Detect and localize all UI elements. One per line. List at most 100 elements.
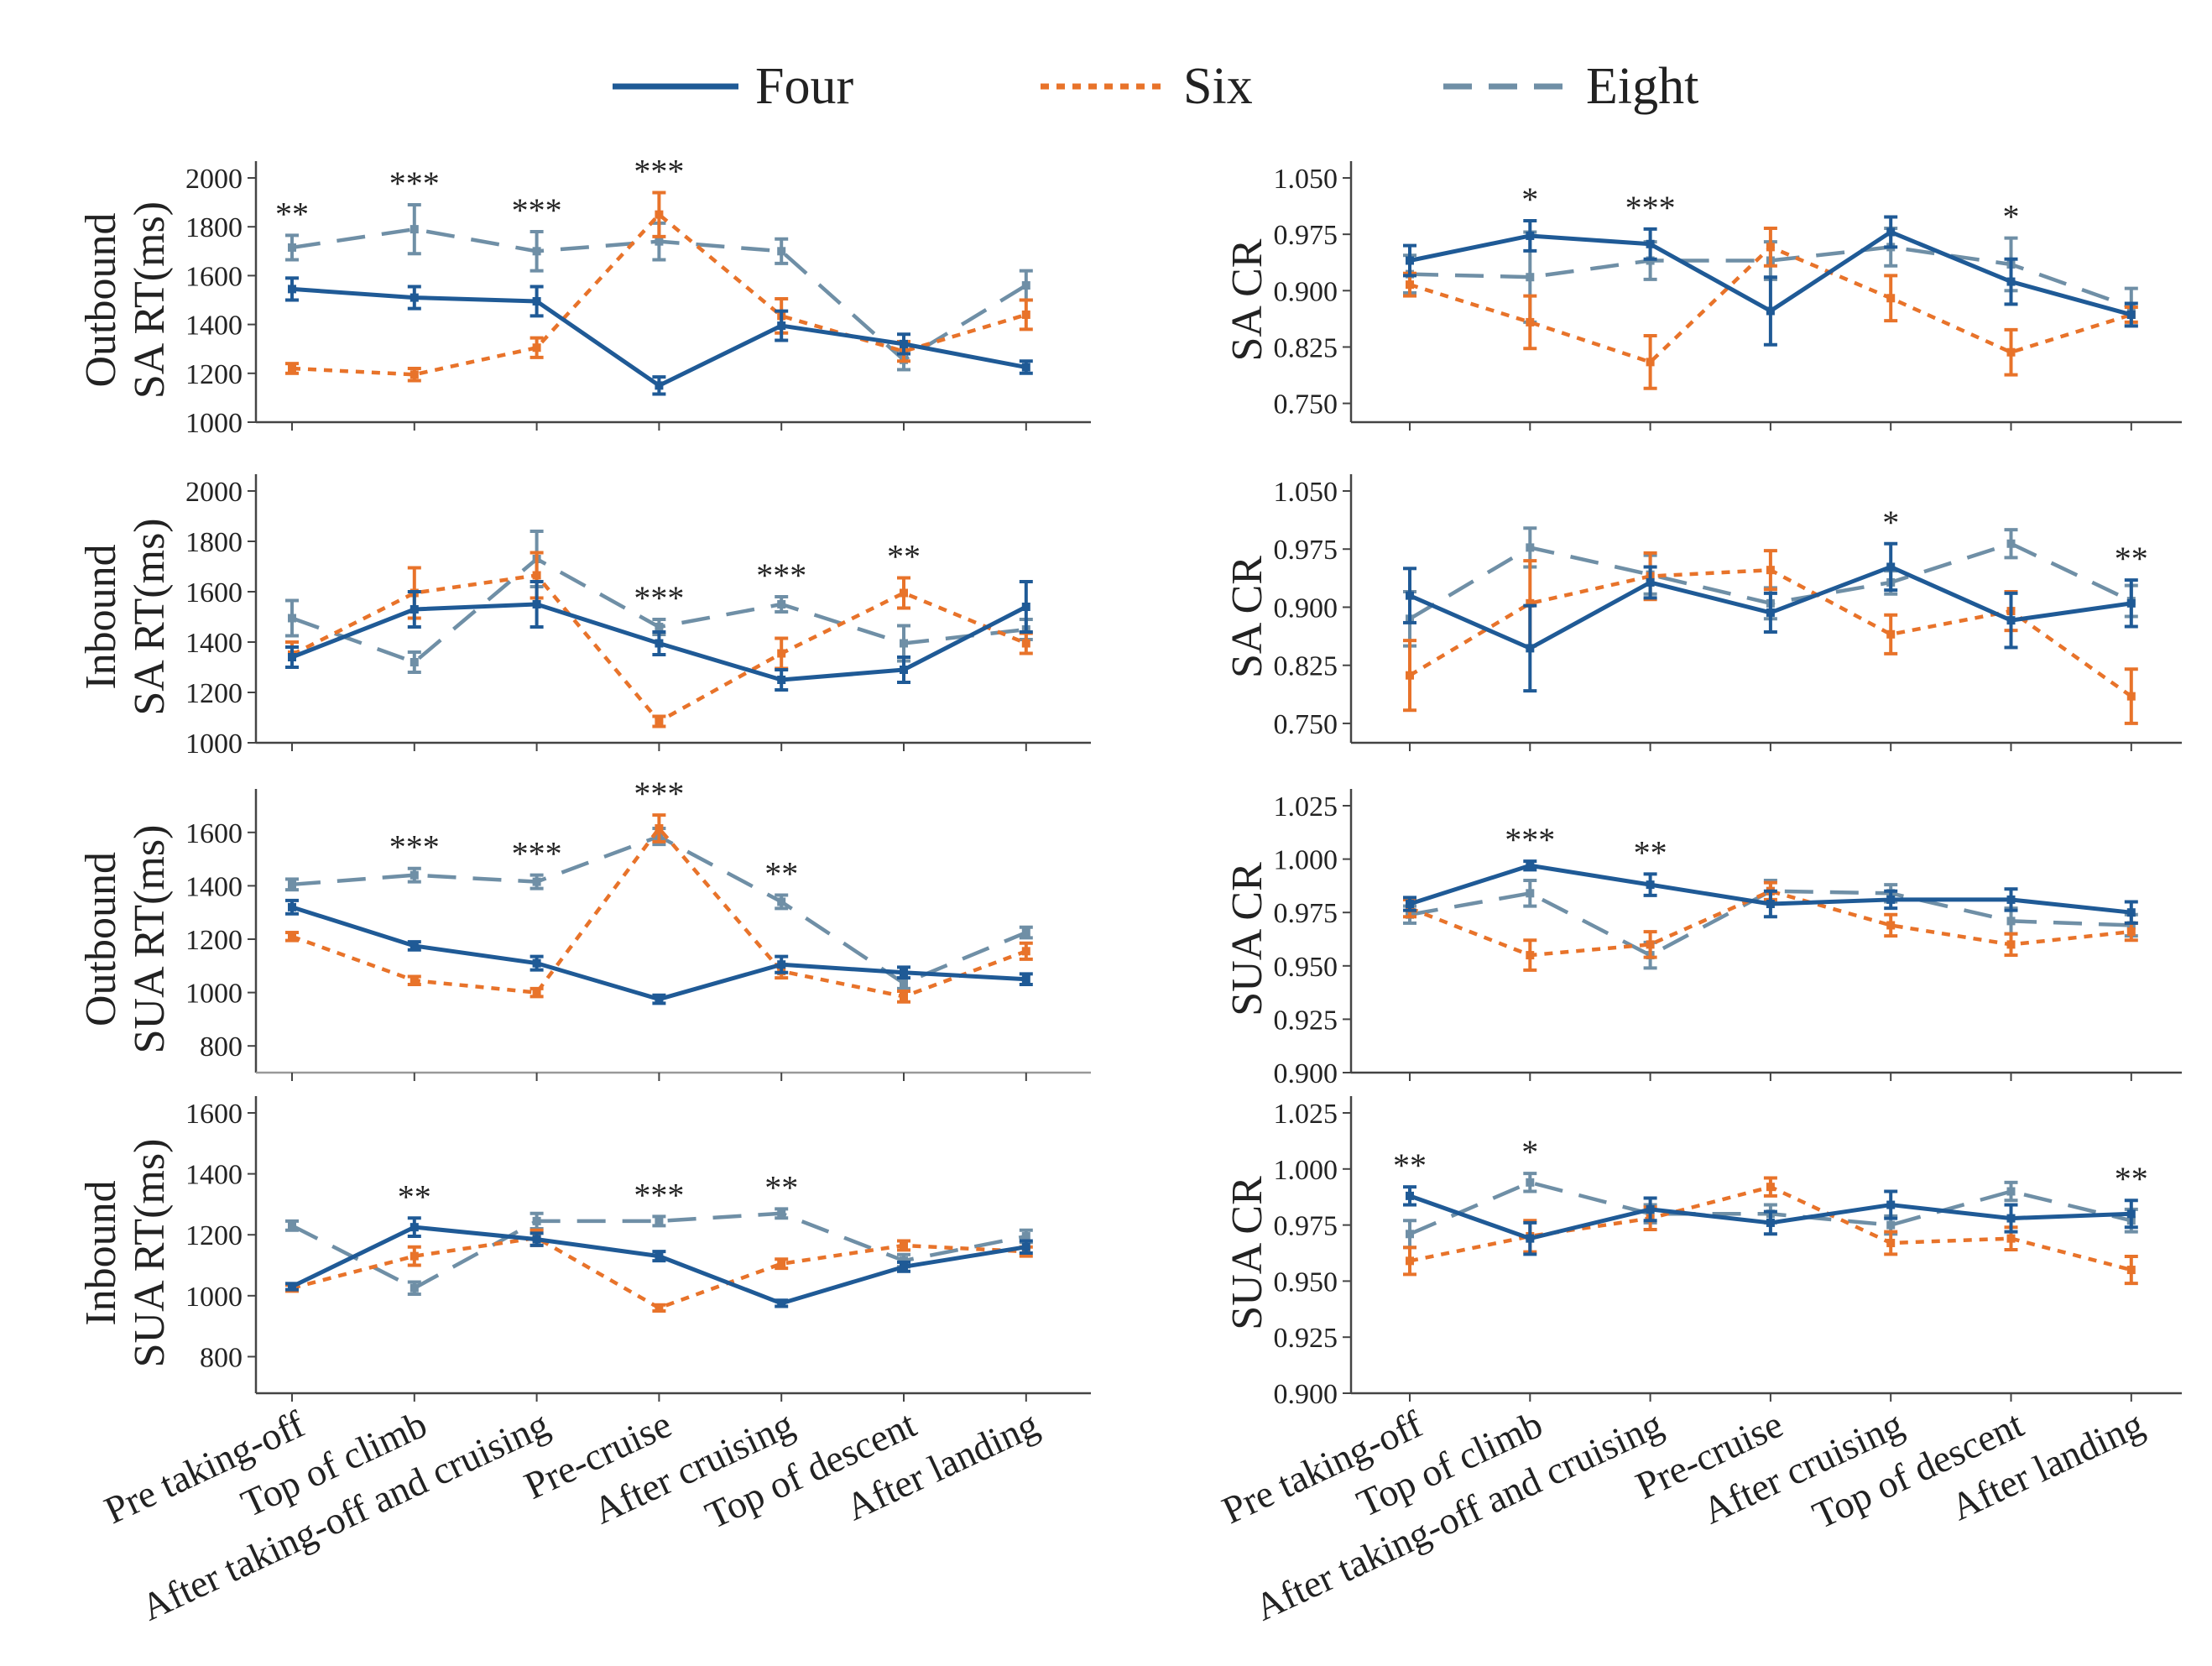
data-point-six — [655, 1303, 664, 1313]
data-point-four — [900, 666, 908, 674]
series-six — [1403, 549, 2138, 725]
data-point-four — [410, 293, 419, 302]
error-bar-four — [897, 655, 910, 684]
error-bar-four — [1403, 1185, 1416, 1207]
data-point-four — [900, 1262, 908, 1272]
data-point-four — [2126, 908, 2136, 917]
error-bar-four — [897, 965, 910, 980]
data-point-six — [532, 988, 541, 997]
error-bar-four — [1763, 275, 1777, 347]
data-point-six — [1526, 598, 1535, 608]
error-bar-eight — [407, 866, 421, 884]
data-point-six — [1646, 940, 1655, 949]
y-tick-label: 1200 — [185, 1220, 243, 1251]
significance-stars: *** — [512, 191, 562, 229]
series-six — [1403, 226, 2138, 390]
error-bar-eight — [407, 650, 421, 674]
y-axis-label-line: SA CR — [1223, 238, 1271, 361]
error-bar-four — [775, 954, 789, 974]
data-point-six — [777, 1259, 786, 1268]
data-point-eight — [777, 247, 786, 256]
error-bar-six — [1884, 912, 1898, 938]
error-bar-eight — [285, 233, 299, 262]
y-tick-label: 1000 — [185, 408, 243, 439]
error-bar-six — [530, 336, 544, 359]
error-bar-four — [2004, 1203, 2018, 1234]
data-point-eight — [2006, 1187, 2016, 1196]
error-bar-six — [407, 1245, 421, 1267]
error-bar-eight — [775, 237, 789, 265]
legend-label-eight: Eight — [1586, 58, 1698, 115]
data-point-four — [1526, 1234, 1535, 1243]
error-bar-six — [775, 636, 789, 671]
error-bar-four — [1884, 1189, 1898, 1220]
series-four — [285, 1216, 1033, 1308]
error-bar-eight — [285, 598, 299, 638]
data-point-four — [288, 285, 296, 294]
y-tick-label: 0.900 — [1274, 276, 1338, 307]
data-point-six — [1766, 243, 1775, 252]
data-point-six — [1886, 629, 1896, 639]
data-point-six — [1886, 294, 1896, 303]
y-tick-label: 1.050 — [1274, 477, 1338, 508]
error-bar-four — [285, 1282, 299, 1292]
error-bar-six — [285, 362, 299, 375]
legend-label-six: Six — [1183, 58, 1253, 115]
error-bar-four — [652, 630, 666, 656]
y-tick-label: 1.025 — [1274, 1099, 1338, 1130]
series-four — [285, 580, 1033, 692]
y-tick-label: 0.975 — [1274, 220, 1338, 251]
y-tick-label: 1400 — [185, 871, 243, 902]
data-point-four — [1886, 1200, 1896, 1209]
error-bar-four — [1643, 1196, 1657, 1223]
y-axis-label-line: SUA CR — [1223, 1176, 1271, 1330]
series-four — [1403, 859, 2138, 925]
y-tick-label: 0.925 — [1274, 1005, 1338, 1036]
error-bar-six — [407, 974, 421, 987]
error-bar-six — [2004, 327, 2018, 377]
y-tick-label: 0.750 — [1274, 709, 1338, 740]
error-bar-four — [1523, 859, 1537, 872]
data-point-four — [655, 639, 664, 648]
error-bar-four — [1403, 243, 1416, 278]
data-point-eight — [532, 877, 541, 886]
error-bar-six — [652, 714, 666, 729]
y-axis-label: InboundSUA RT(ms) — [77, 1139, 174, 1368]
data-point-eight — [777, 1209, 786, 1218]
error-bar-six — [530, 986, 544, 999]
data-point-eight — [410, 870, 419, 880]
y-tick-label: 2000 — [185, 164, 243, 195]
y-tick-label: 1400 — [185, 1160, 243, 1191]
error-bar-eight — [407, 203, 421, 256]
data-point-eight — [288, 880, 296, 889]
data-point-eight — [655, 237, 664, 246]
y-axis-label: SA CR — [1223, 556, 1271, 678]
data-point-four — [532, 600, 541, 608]
significance-stars: *** — [634, 775, 684, 812]
data-point-eight — [777, 600, 786, 608]
series-line-four — [291, 286, 1027, 388]
error-bar-four — [1643, 565, 1657, 600]
error-bar-four — [2124, 900, 2138, 925]
y-tick-label: 1600 — [185, 818, 243, 849]
error-bar-eight — [285, 877, 299, 892]
data-point-four — [1646, 1204, 1655, 1214]
y-axis-label-line: Outbound — [77, 213, 125, 388]
data-point-six — [1021, 947, 1030, 956]
data-point-four — [900, 339, 908, 348]
y-tick-label: 1000 — [185, 729, 243, 760]
data-point-four — [1021, 1242, 1030, 1251]
data-point-four — [288, 653, 296, 661]
error-bar-four — [775, 309, 789, 342]
legend-item-eight: Eight — [1443, 58, 1698, 115]
data-point-six — [900, 992, 908, 1001]
y-tick-label: 0.950 — [1274, 952, 1338, 983]
data-point-four — [2006, 616, 2016, 625]
data-point-four — [777, 321, 786, 331]
data-point-eight — [1406, 1230, 1414, 1239]
error-bar-four — [1763, 889, 1777, 919]
data-point-six — [1526, 317, 1535, 326]
